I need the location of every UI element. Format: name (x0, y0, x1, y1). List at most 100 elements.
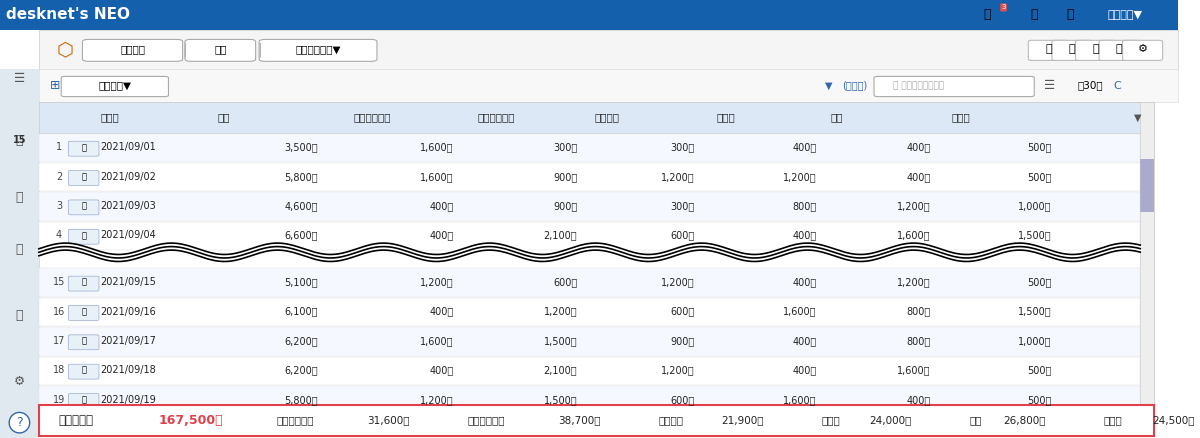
FancyBboxPatch shape (68, 229, 98, 244)
Text: 3: 3 (1001, 4, 1006, 11)
Text: 24,500円: 24,500円 (1152, 416, 1194, 425)
Text: 400円: 400円 (792, 277, 816, 287)
Text: 1,600円: 1,600円 (898, 230, 930, 240)
Text: 売上: 売上 (218, 113, 230, 122)
Text: 800円: 800円 (906, 336, 930, 346)
Bar (38, 134, 1140, 162)
Text: 2: 2 (55, 172, 62, 182)
Bar (38, 327, 1140, 356)
Text: 3,500円: 3,500円 (284, 142, 318, 152)
Bar (38, 192, 1140, 221)
Text: 500円: 500円 (1027, 277, 1052, 287)
Text: ▼: ▼ (824, 81, 832, 91)
Text: 3: 3 (56, 201, 62, 211)
Text: 900円: 900円 (671, 336, 695, 346)
Text: 800円: 800円 (906, 307, 930, 317)
Text: カレー: カレー (716, 113, 734, 122)
Text: 🔧: 🔧 (1045, 45, 1051, 54)
Bar (38, 268, 1140, 297)
Text: 2021/09/02: 2021/09/02 (100, 172, 156, 182)
Text: 一覧画面▼: 一覧画面▼ (98, 81, 131, 91)
Text: 6,200円: 6,200円 (284, 336, 318, 346)
FancyBboxPatch shape (1122, 40, 1163, 60)
Text: 1,600円: 1,600円 (898, 365, 930, 375)
Text: 1,600円: 1,600円 (420, 172, 454, 182)
Text: 1,200円: 1,200円 (420, 395, 454, 405)
Text: からあげ定食: からあげ定食 (468, 416, 505, 425)
Text: ☰: ☰ (14, 72, 25, 85)
Text: 1,500円: 1,500円 (1019, 230, 1052, 240)
Text: 500円: 500円 (1027, 365, 1052, 375)
Text: 17: 17 (53, 336, 65, 346)
Text: 300円: 300円 (671, 142, 695, 152)
Bar (38, 163, 1140, 191)
Text: 1,500円: 1,500円 (544, 336, 577, 346)
Text: 📄: 📄 (82, 201, 86, 211)
Bar (38, 386, 1140, 414)
Text: 600円: 600円 (671, 230, 695, 240)
Text: 2021/09/15: 2021/09/15 (100, 277, 156, 287)
Text: 18: 18 (53, 365, 65, 375)
Text: 👤: 👤 (16, 191, 23, 204)
Text: C: C (1114, 81, 1121, 91)
Text: ラーメン: ラーメン (595, 113, 620, 122)
Text: 新規追加: 新規追加 (120, 45, 145, 54)
Text: 400円: 400円 (792, 230, 816, 240)
Bar (38, 405, 1154, 436)
FancyBboxPatch shape (68, 364, 98, 379)
Bar (0, 0, 1178, 30)
Text: 5,800円: 5,800円 (284, 395, 318, 405)
Text: 800円: 800円 (792, 201, 816, 211)
Text: 1,200円: 1,200円 (661, 365, 695, 375)
Text: カレー: カレー (821, 416, 840, 425)
Text: 5,800円: 5,800円 (284, 172, 318, 182)
Text: ⭐: ⭐ (1069, 45, 1075, 54)
Text: 売上の合計: 売上の合計 (59, 414, 94, 427)
Text: 💬: 💬 (1031, 8, 1038, 21)
FancyBboxPatch shape (68, 276, 98, 291)
Text: ラーメン: ラーメン (659, 416, 684, 425)
Text: 🍩: 🍩 (1092, 45, 1099, 54)
FancyBboxPatch shape (1099, 40, 1139, 60)
Text: 26,800円: 26,800円 (1003, 416, 1046, 425)
FancyBboxPatch shape (1028, 40, 1068, 60)
Text: 600円: 600円 (671, 395, 695, 405)
Text: 600円: 600円 (671, 307, 695, 317)
FancyBboxPatch shape (1075, 40, 1116, 60)
Text: ⚙: ⚙ (14, 374, 25, 388)
Text: 📋: 📋 (16, 309, 23, 322)
Text: 600円: 600円 (553, 277, 577, 287)
FancyBboxPatch shape (68, 200, 98, 215)
Text: 400円: 400円 (792, 336, 816, 346)
Text: 1,200円: 1,200円 (896, 277, 930, 287)
Bar (1140, 159, 1154, 212)
Text: ?: ? (16, 416, 23, 429)
Text: 400円: 400円 (906, 395, 930, 405)
Text: 1,600円: 1,600円 (420, 336, 454, 346)
Text: 400円: 400円 (430, 365, 454, 375)
Text: 400円: 400円 (430, 230, 454, 240)
Text: 6,200円: 6,200円 (284, 365, 318, 375)
Bar (38, 357, 1140, 385)
FancyBboxPatch shape (1052, 40, 1092, 60)
Bar (1140, 102, 1154, 407)
Text: 24,000円: 24,000円 (869, 416, 912, 425)
Text: 2021/09/16: 2021/09/16 (100, 307, 156, 317)
Text: 1: 1 (56, 142, 62, 152)
Text: ⚙: ⚙ (1138, 45, 1147, 54)
Text: |: | (182, 42, 187, 57)
Text: 👤: 👤 (1066, 8, 1074, 21)
Text: 2021/09/17: 2021/09/17 (100, 336, 156, 346)
Text: 400円: 400円 (906, 142, 930, 152)
Text: 500円: 500円 (1027, 172, 1052, 182)
Text: 2021/09/18: 2021/09/18 (100, 365, 156, 375)
Text: 900円: 900円 (553, 201, 577, 211)
Text: 400円: 400円 (792, 142, 816, 152)
Text: 📄: 📄 (82, 395, 86, 404)
Text: 1,200円: 1,200円 (782, 172, 816, 182)
Text: desknet's NEO: desknet's NEO (6, 7, 130, 22)
Text: 15: 15 (53, 277, 65, 287)
Text: 売上日: 売上日 (100, 113, 119, 122)
Text: 400円: 400円 (430, 201, 454, 211)
FancyBboxPatch shape (874, 76, 1034, 97)
